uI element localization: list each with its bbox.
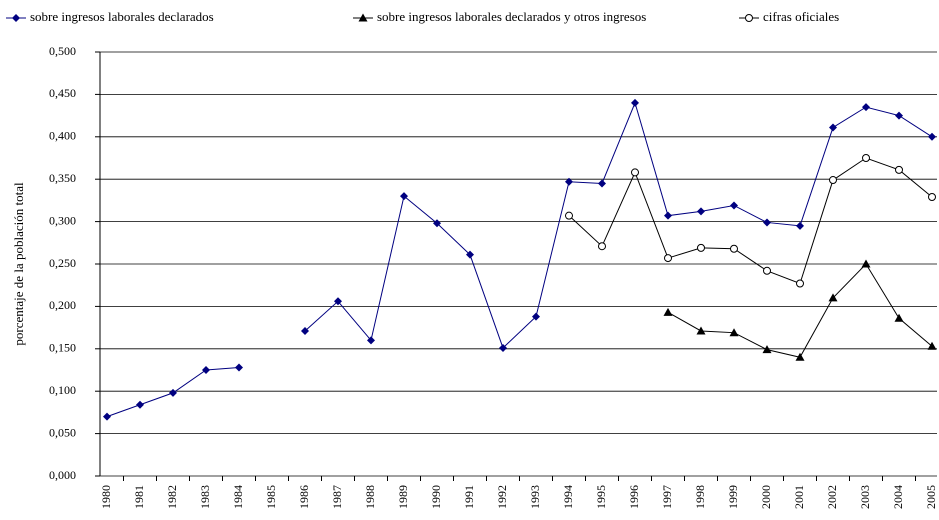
legend-marker (745, 14, 753, 22)
legend-label: sobre ingresos laborales declarados (30, 9, 214, 24)
series-line (304, 101, 933, 349)
x-tick-label: 1991 (462, 485, 476, 509)
data-point (762, 345, 772, 354)
x-tick-label: 2005 (924, 485, 938, 509)
data-point (796, 279, 804, 288)
x-tick-label: 1984 (231, 485, 245, 509)
data-point (895, 165, 903, 174)
data-point (895, 111, 903, 120)
data-point (664, 254, 672, 263)
data-point (598, 179, 606, 188)
data-point (796, 221, 804, 230)
data-point (829, 176, 837, 185)
y-tick-label: 0,100 (49, 383, 76, 397)
y-tick-label: 0,150 (49, 341, 76, 355)
data-point (235, 363, 243, 372)
data-point (730, 201, 738, 210)
data-point (169, 388, 177, 397)
y-tick-label: 0,450 (49, 86, 76, 100)
x-tick-label: 1982 (165, 485, 179, 509)
x-tick-label: 1999 (726, 485, 740, 509)
x-tick-label: 1990 (429, 485, 443, 509)
x-tick-label: 2004 (891, 485, 905, 509)
data-point (828, 293, 838, 302)
x-tick-label: 1983 (198, 485, 212, 509)
x-tick-label: 1986 (297, 485, 311, 509)
y-tick-label: 0,050 (49, 425, 76, 439)
data-point (400, 192, 408, 201)
x-tick-label: 2001 (792, 485, 806, 509)
y-tick-label: 0,350 (49, 171, 76, 185)
legend-label: cifras oficiales (763, 9, 839, 24)
x-tick-label: 1987 (330, 485, 344, 509)
data-point (697, 207, 705, 216)
data-point (663, 307, 673, 316)
series-line (667, 263, 933, 358)
data-point (697, 243, 705, 252)
legend-marker (12, 14, 20, 22)
data-point (763, 218, 771, 227)
data-point (928, 193, 936, 202)
data-point (466, 250, 474, 259)
data-point (763, 266, 771, 275)
data-point (499, 343, 507, 352)
x-tick-label: 1992 (495, 485, 509, 509)
data-point (202, 366, 210, 374)
data-point (664, 211, 672, 220)
y-tick-label: 0,400 (49, 129, 76, 143)
y-tick-label: 0,300 (49, 213, 76, 227)
data-point (928, 132, 936, 141)
x-tick-label: 2002 (825, 485, 839, 509)
data-point (565, 177, 573, 186)
y-tick-label: 0,000 (49, 468, 76, 482)
data-point (631, 168, 639, 177)
data-point (862, 103, 870, 112)
data-point (367, 336, 375, 345)
data-point (730, 244, 738, 253)
x-tick-label: 2000 (759, 485, 773, 509)
data-point (927, 341, 937, 350)
x-tick-label: 1985 (264, 485, 278, 509)
x-tick-label: 1994 (561, 485, 575, 509)
y-tick-label: 0,200 (49, 298, 76, 312)
x-tick-label: 1981 (132, 485, 146, 509)
data-point (829, 123, 837, 132)
data-point (433, 219, 441, 228)
x-tick-label: 1995 (594, 485, 608, 509)
data-point (795, 352, 805, 361)
y-tick-label: 0,250 (49, 256, 76, 270)
x-tick-label: 1988 (363, 485, 377, 509)
data-point (532, 312, 540, 321)
y-axis-label: porcentaje de la población total (11, 182, 26, 346)
data-point (631, 98, 639, 107)
x-tick-label: 1998 (693, 485, 707, 509)
data-point (696, 326, 706, 335)
x-tick-label: 1989 (396, 485, 410, 509)
data-point (598, 242, 606, 251)
data-point (103, 412, 111, 421)
data-point (136, 400, 144, 409)
y-tick-label: 0,500 (49, 44, 76, 58)
legend-marker (358, 13, 368, 22)
x-tick-label: 1996 (627, 485, 641, 509)
data-point (729, 328, 739, 337)
legend-label: sobre ingresos laborales declarados y ot… (377, 9, 646, 24)
data-point (334, 297, 342, 306)
x-tick-label: 2003 (858, 485, 872, 509)
x-tick-label: 1980 (99, 485, 113, 509)
x-tick-label: 1993 (528, 485, 542, 509)
data-point (894, 313, 904, 322)
series-line (568, 157, 933, 285)
data-point (862, 154, 870, 162)
data-point (565, 211, 573, 220)
data-point (301, 326, 309, 335)
x-tick-label: 1997 (660, 485, 674, 509)
data-point (861, 259, 871, 268)
